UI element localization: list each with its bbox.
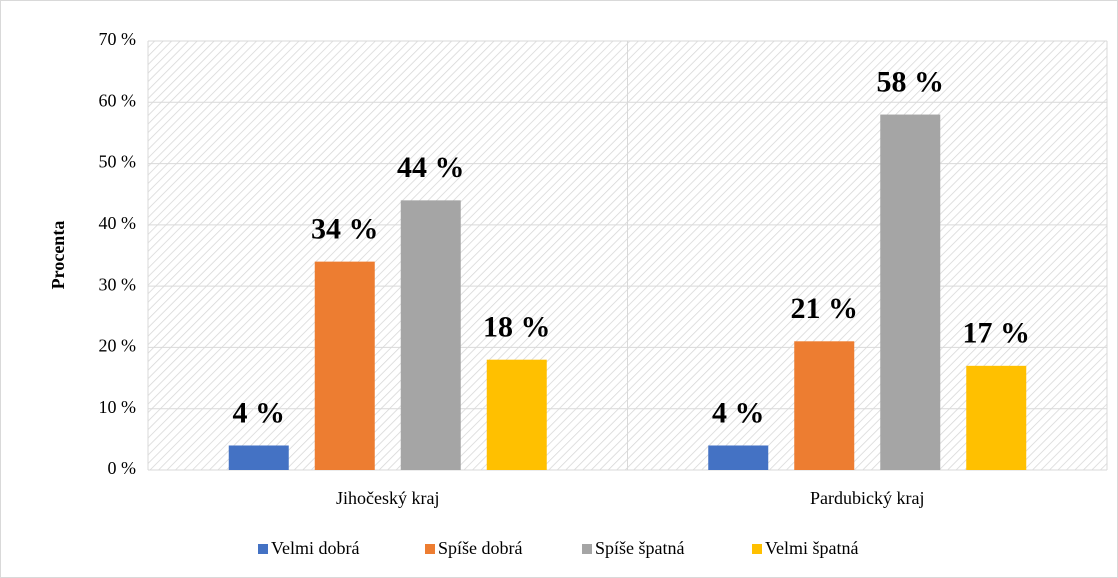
y-tick-label: 60 % [99, 90, 137, 110]
legend-label: Velmi špatná [765, 538, 858, 558]
bar [880, 114, 941, 471]
y-tick-label: 10 % [99, 397, 137, 417]
y-tick-label: 70 % [99, 29, 137, 49]
y-tick-label: 50 % [99, 152, 137, 172]
legend-label: Spíše špatná [595, 538, 685, 558]
bar [708, 445, 769, 470]
legend-label: Spíše dobrá [438, 538, 523, 558]
bar [486, 359, 547, 470]
value-label: 44 % [397, 151, 465, 184]
legend-label: Velmi dobrá [271, 538, 359, 558]
y-tick-label: 20 % [99, 336, 137, 356]
legend-swatch [582, 544, 592, 554]
y-tick-label: 40 % [99, 213, 137, 233]
y-tick-label: 30 % [99, 274, 137, 294]
bar [314, 261, 375, 470]
bar [228, 445, 289, 470]
value-label: 34 % [311, 213, 379, 246]
bar [400, 200, 461, 471]
legend-swatch [752, 544, 762, 554]
y-axis-label: Procenta [48, 221, 68, 290]
bar [966, 365, 1027, 470]
x-tick-label: Pardubický kraj [810, 488, 924, 508]
value-label: 4 % [233, 396, 286, 429]
x-tick-label: Jihočeský kraj [336, 488, 439, 508]
value-label: 58 % [877, 65, 945, 98]
bar [794, 341, 855, 470]
y-tick-label: 0 % [108, 458, 137, 478]
value-label: 18 % [483, 311, 551, 344]
value-label: 17 % [963, 317, 1031, 350]
value-label: 21 % [791, 292, 859, 325]
value-label: 4 % [712, 396, 765, 429]
legend-swatch [258, 544, 268, 554]
legend-swatch [425, 544, 435, 554]
